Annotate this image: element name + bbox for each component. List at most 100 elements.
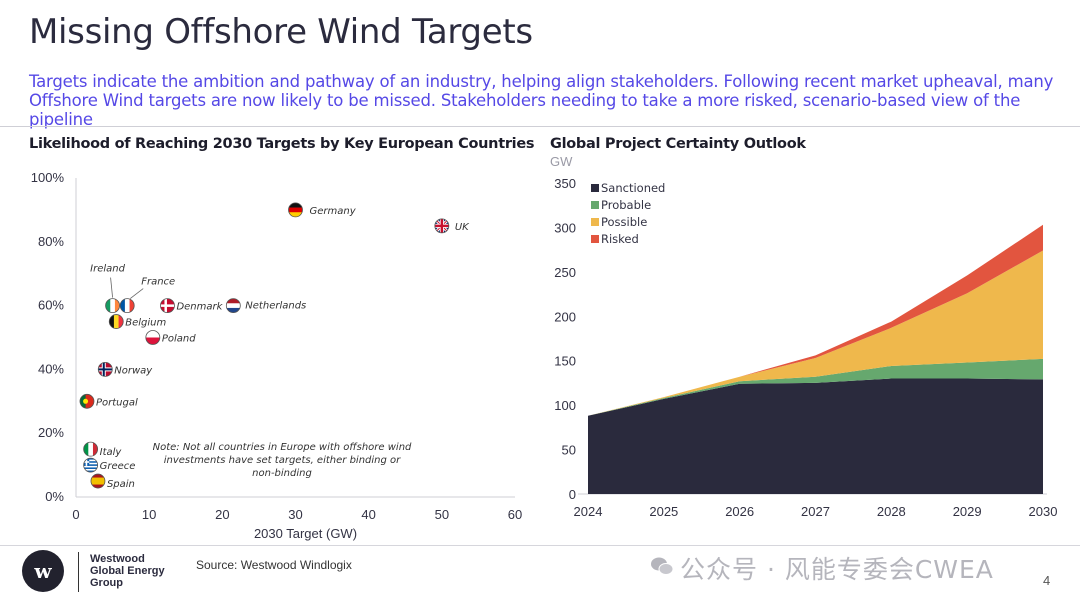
legend-label: Probable [601, 198, 651, 212]
flag-border [160, 298, 175, 314]
scatter-point: Netherlands [225, 298, 306, 314]
company-logo: w [22, 550, 64, 592]
area-series-sanctioned [588, 378, 1043, 494]
scatter-point-label: Greece [100, 461, 136, 472]
flag-icon [145, 330, 160, 345]
scatter-point-label: UK [455, 222, 470, 233]
scatter-point: France [119, 277, 175, 314]
legend-item-probable: Probable [591, 198, 651, 212]
scatter-y-tick-label: 100% [31, 170, 65, 185]
area-x-tick-label: 2026 [725, 504, 754, 519]
legend-item-risked: Risked [591, 232, 639, 246]
flag-border [225, 298, 241, 314]
scatter-chart: 0% 20% 40% 60% 80% 100% 0 10 20 30 40 50 60 2030 Targ… [31, 170, 522, 541]
flag-icon [120, 298, 135, 313]
scatter-y-tick-label: 40% [38, 361, 64, 376]
scatter-y-tick-label: 80% [38, 234, 64, 249]
area-y-tick-label: 50 [562, 443, 576, 458]
scatter-point-label: Belgium [125, 318, 166, 329]
scatter-point: Denmark [160, 298, 224, 314]
scatter-x-tick-label: 40 [361, 507, 375, 522]
scatter-point-label: Denmark [176, 302, 223, 313]
header-divider [0, 126, 1080, 127]
area-chart-title: Global Project Certainty Outlook [550, 136, 806, 152]
scatter-x-tick-label: 60 [508, 507, 522, 522]
flag-icon [160, 298, 175, 313]
scatter-point-label: Germany [310, 206, 357, 217]
scatter-point-label: Norway [114, 365, 153, 376]
flag-icon [434, 218, 449, 233]
area-y-tick-label: 300 [554, 220, 576, 235]
scatter-point-label: Poland [162, 334, 196, 345]
flag-icon [105, 298, 120, 313]
source-note: Source: Westwood Windlogix [196, 558, 352, 572]
scatter-point-label: Ireland [90, 264, 125, 275]
scatter-point: Greece [83, 457, 136, 473]
flag-icon [83, 442, 98, 457]
area-x-tick-label: 2027 [801, 504, 830, 519]
flag-border [105, 298, 120, 314]
area-y-tick-label: 150 [554, 354, 576, 369]
area-x-tick-label: 2024 [574, 504, 603, 519]
scatter-point-label: Portugal [96, 397, 138, 408]
leader-line [110, 277, 113, 298]
scatter-point-label: Italy [100, 447, 123, 458]
flag-border [108, 314, 124, 329]
area-x-tick-label: 2025 [649, 504, 678, 519]
scatter-point: Italy [83, 441, 123, 458]
flag-icon [288, 202, 303, 217]
scatter-x-tick-label: 10 [142, 507, 156, 522]
area-y-tick-label: 250 [554, 265, 576, 280]
legend-label: Risked [601, 232, 639, 246]
flag-border [79, 393, 95, 409]
area-x-tick-label: 2030 [1029, 504, 1058, 519]
scatter-x-tick-label: 50 [435, 507, 449, 522]
legend-swatch [591, 184, 599, 192]
flag-icon [226, 298, 241, 313]
company-name-line: Westwood [90, 553, 145, 565]
page-subtitle: Targets indicate the ambition and pathwa… [29, 72, 1054, 129]
footer-divider [0, 545, 1080, 546]
scatter-point: Spain [90, 473, 135, 490]
wechat-icon [651, 557, 674, 575]
scatter-x-tick-label: 0 [72, 507, 79, 522]
area-x-tick-label: 2028 [877, 504, 906, 519]
area-chart-unit: GW [550, 154, 573, 169]
company-name-line: Global Energy [90, 565, 165, 577]
scatter-point: Portugal [79, 393, 138, 409]
legend-swatch [591, 235, 599, 243]
scatter-chart-title: Likelihood of Reaching 2030 Targets by K… [29, 136, 535, 152]
scatter-point-label: Spain [107, 479, 135, 490]
flag-icon [109, 314, 124, 329]
area-y-tick-label: 350 [554, 176, 576, 191]
legend-item-sanctioned: Sanctioned [591, 181, 665, 195]
flag-border [97, 361, 113, 377]
scatter-y-tick-label: 0% [45, 489, 64, 504]
scatter-point: Ireland [90, 264, 126, 314]
flag-icon [90, 474, 105, 489]
logo-separator [78, 552, 79, 592]
watermark: 公众号 · 风能专委会CWEA [680, 555, 994, 584]
company-name-line: Group [90, 577, 123, 589]
flag-icon [83, 458, 98, 473]
scatter-point-label: France [141, 277, 175, 288]
area-y-tick-label: 200 [554, 309, 576, 324]
scatter-y-tick-label: 60% [38, 298, 64, 313]
scatter-x-tick-label: 20 [215, 507, 229, 522]
flag-border [288, 202, 303, 218]
leader-line [129, 288, 144, 299]
scatter-x-axis-label: 2030 Target (GW) [254, 526, 357, 541]
flag-border [90, 473, 106, 489]
legend-swatch [591, 218, 599, 226]
area-chart: 0 50 100 150 200 250 300 350 2024 2025 2026 2027 202… [554, 176, 1057, 519]
flag-border [434, 218, 450, 234]
area-y-tick-label: 100 [554, 398, 576, 413]
flag-border [83, 441, 99, 457]
scatter-point: Poland [145, 330, 196, 345]
flag-border [119, 298, 135, 314]
legend-item-possible: Possible [591, 215, 647, 229]
flag-icon [79, 394, 94, 409]
scatter-x-tick-label: 30 [288, 507, 302, 522]
page-number: 4 [1043, 573, 1051, 588]
